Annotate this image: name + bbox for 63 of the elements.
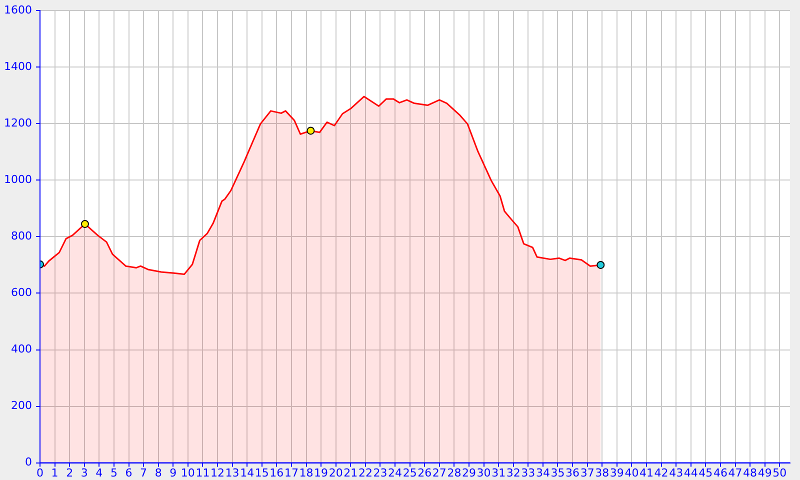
x-tick-label: 4 [96, 466, 103, 480]
x-tick-label: 9 [170, 466, 177, 480]
x-tick-label: 8 [154, 466, 162, 480]
x-tick-label: 37 [580, 466, 594, 480]
x-tick-label: 16 [270, 466, 284, 480]
x-tick-label: 20 [328, 466, 343, 480]
x-tick-label: 26 [418, 466, 432, 480]
x-tick-label: 19 [314, 466, 328, 480]
point [80, 220, 89, 228]
x-tick-label: 46 [713, 466, 728, 480]
x-tick-label: 42 [654, 466, 668, 480]
point [596, 260, 605, 269]
x-tick-label: 41 [640, 466, 654, 480]
x-tick-label: 27 [432, 466, 446, 480]
x-tick-label: 25 [402, 466, 417, 480]
x-tick-label: 24 [388, 466, 402, 480]
x-tick-label: 3 [80, 466, 88, 480]
x-tick-label: 36 [566, 466, 580, 480]
x-tick-label: 47 [728, 466, 742, 480]
x-tick-label: 10 [180, 466, 195, 480]
x-tick-label: 13 [225, 466, 240, 480]
y-tick-label: 600 [10, 286, 32, 300]
x-tick-label: 40 [624, 466, 639, 480]
x-tick-label: 14 [240, 466, 254, 480]
x-tick-label: 23 [373, 466, 388, 480]
x-tick-label: 45 [698, 466, 713, 480]
x-tick-label: 39 [610, 466, 624, 480]
x-tick-label: 43 [669, 466, 684, 480]
x-tick-label: 6 [125, 466, 132, 480]
x-tick-label: 32 [506, 466, 520, 480]
y-tick-label: 1400 [4, 60, 32, 73]
x-tick-label: 30 [476, 466, 491, 480]
x-tick-label: 48 [743, 466, 758, 480]
x-tick-label: 34 [536, 466, 550, 480]
y-tick-label: 400 [10, 342, 32, 356]
point [306, 126, 315, 135]
y-tick-label: 1200 [4, 116, 32, 130]
x-tick-label: 1 [51, 466, 58, 480]
x-tick-label: 28 [447, 466, 462, 480]
y-tick-label: 800 [10, 230, 32, 243]
x-tick-label: 44 [684, 466, 698, 480]
x-tick-label: 5 [110, 466, 118, 480]
x-tick-label: 31 [492, 466, 506, 480]
x-tick-label: 38 [595, 466, 610, 480]
x-tick-label: 49 [758, 466, 772, 480]
x-tick-label: 11 [196, 466, 210, 480]
x-tick-label: 22 [358, 466, 372, 480]
x-tick-label: 2 [66, 466, 74, 480]
x-tick-label: 29 [462, 466, 476, 480]
x-tick-label: 15 [254, 466, 269, 480]
x-tick-label: 7 [140, 466, 148, 480]
y-tick-label: 1000 [4, 173, 32, 186]
y-tick-label: 200 [10, 399, 32, 412]
x-tick-label: 17 [284, 466, 298, 480]
x-tick-label: 50 [772, 466, 787, 480]
y-tick-label: 1600 [4, 3, 32, 16]
x-tick-label: 21 [344, 466, 358, 480]
x-tick-label: 12 [210, 466, 225, 480]
x-tick-label: 18 [299, 466, 314, 480]
x-tick-label: 35 [550, 466, 565, 480]
x-tick-label: 0 [36, 466, 44, 480]
y-tick-label: 0 [24, 456, 32, 469]
x-tick-label: 33 [521, 466, 536, 480]
